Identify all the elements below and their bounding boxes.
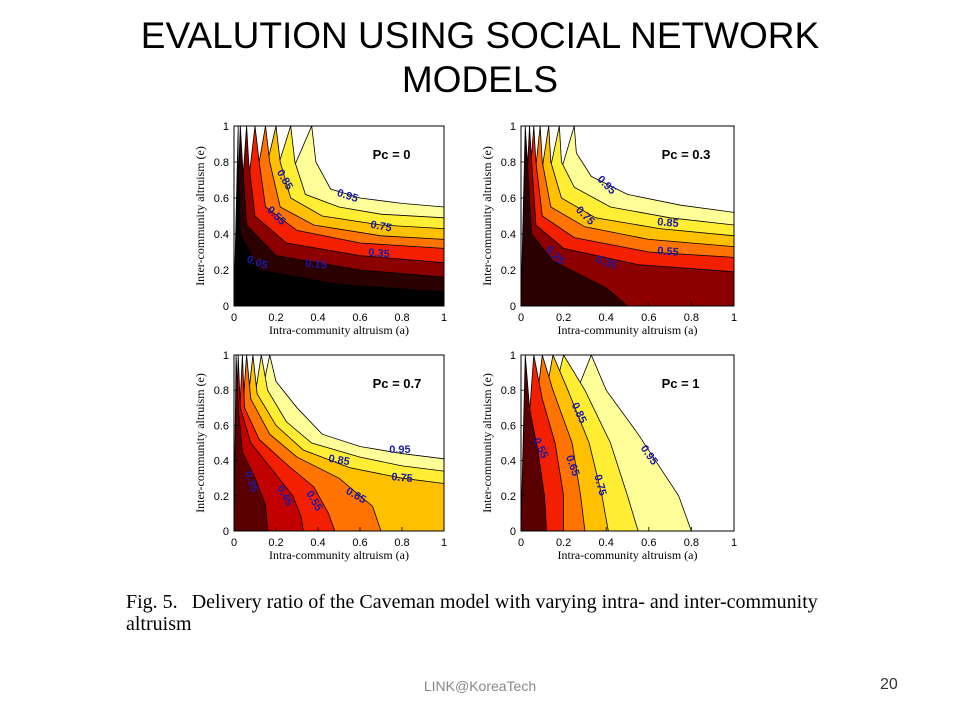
x-tick-label: 0 [231, 312, 237, 324]
x-tick-label: 0.8 [684, 312, 699, 324]
x-tick-label: 0 [518, 312, 524, 324]
contour-label: 0.75 [391, 471, 413, 485]
y-tick-label: 0.2 [501, 265, 516, 277]
contour-region-015 [234, 126, 444, 306]
panel-label: Pc = 0.7 [373, 376, 422, 391]
contour-region-005 [234, 126, 444, 306]
page-number: 20 [880, 676, 898, 693]
y-tick-label: 0.8 [214, 157, 229, 169]
y-tick-label: 0.8 [501, 157, 516, 169]
y-tick-label: 0.4 [501, 229, 516, 241]
contour-region-035 [521, 355, 547, 531]
x-axis-label: Intra-community altruism (a) [558, 323, 698, 337]
figure-caption: Fig. 5. Delivery ratio of the Caveman mod… [126, 591, 826, 635]
figure-caption-label: Fig. 5. [126, 591, 178, 613]
y-axis-label: Inter-community altruism (e) [193, 373, 207, 513]
contour-label: 0.55 [657, 245, 679, 259]
x-tick-label: 0.6 [352, 537, 367, 549]
x-tick-label: 0.2 [556, 312, 571, 324]
y-tick-label: 0.4 [214, 229, 229, 241]
plot-frame [520, 125, 735, 307]
y-axis-label: Inter-community altruism (e) [193, 146, 207, 286]
slide-title: EVALUTION USING SOCIAL NETWORK MODELS [0, 14, 960, 102]
y-tick-label: 0 [510, 301, 516, 313]
x-tick-label: 0.6 [352, 312, 367, 324]
plot-frame [233, 354, 445, 532]
contour-panel-2: 0 0.2 0.4 0.6 0.8 1 0 0.2 0.4 0.6 0.8 1 Intra-commun… [480, 121, 737, 337]
x-tick-label: 1 [731, 312, 737, 324]
footer-text: LINK@KoreaTech [423, 678, 537, 694]
contour-panel-4: 0 0.2 0.4 0.6 0.8 1 0 0.2 0.4 0.6 0.8 1 Intra-commun… [480, 350, 737, 562]
y-tick-label: 0.2 [214, 491, 229, 503]
contour-label: 0.85 [327, 453, 350, 469]
panel-label: Pc = 0.3 [662, 147, 711, 162]
x-tick-label: 0.4 [310, 537, 325, 549]
y-tick-label: 1 [510, 350, 516, 362]
contour-region-025 [521, 126, 629, 306]
x-tick-label: 0.4 [599, 537, 614, 549]
y-tick-label: 0 [510, 526, 516, 538]
contour-label: 0.75 [369, 219, 392, 235]
y-tick-label: 0.4 [214, 456, 229, 468]
y-axis-label: Inter-community altruism (e) [480, 373, 494, 513]
y-tick-label: 0.6 [214, 193, 229, 205]
x-axis-label: Intra-community altruism (a) [269, 548, 409, 562]
contour-label: 0.15 [305, 258, 327, 272]
contour-panel-3: 0 0.2 0.4 0.6 0.8 1 0 0.2 0.4 0.6 0.8 1 Intra-commun… [193, 350, 447, 562]
x-tick-label: 0.6 [641, 537, 656, 549]
y-tick-label: 0.8 [501, 385, 516, 397]
figure-caption-text: Delivery ratio of the Caveman model with… [126, 591, 818, 635]
x-tick-label: 0.4 [599, 312, 614, 324]
contour-panel-1: 0 0.2 0.4 0.6 0.8 1 0 0.2 0.4 0.6 0.8 1 Intra-commun… [193, 121, 447, 337]
panel-label: Pc = 1 [662, 376, 700, 391]
x-axis-label: Intra-community altruism (a) [269, 323, 409, 337]
x-tick-label: 0.8 [684, 537, 699, 549]
contour-label: 0.35 [368, 247, 390, 261]
y-tick-label: 0 [223, 526, 229, 538]
x-tick-label: 0.6 [641, 312, 656, 324]
y-tick-label: 0 [223, 301, 229, 313]
x-tick-label: 0.2 [556, 537, 571, 549]
y-tick-label: 0.2 [501, 491, 516, 503]
x-tick-label: 1 [441, 537, 447, 549]
x-tick-label: 1 [731, 537, 737, 549]
x-tick-label: 0 [231, 537, 237, 549]
x-axis-label: Intra-community altruism (a) [558, 548, 698, 562]
panel-label: Pc = 0 [373, 147, 411, 162]
contour-label: 0.85 [657, 216, 679, 230]
x-tick-label: 0.8 [394, 312, 409, 324]
x-tick-label: 0 [518, 537, 524, 549]
y-tick-label: 0.2 [214, 265, 229, 277]
contour-label: 0.95 [389, 444, 410, 456]
y-tick-label: 0.6 [501, 420, 516, 432]
slide-title-line-1: EVALUTION USING SOCIAL NETWORK [140, 15, 820, 56]
y-tick-label: 0.4 [501, 456, 516, 468]
x-tick-label: 0.8 [394, 537, 409, 549]
y-tick-label: 0.8 [214, 385, 229, 397]
plot-frame [233, 125, 445, 307]
y-tick-label: 1 [223, 121, 229, 133]
x-tick-label: 0.2 [268, 312, 283, 324]
x-tick-label: 1 [441, 312, 447, 324]
y-axis-label: Inter-community altruism (e) [480, 146, 494, 286]
y-tick-label: 1 [510, 121, 516, 133]
x-tick-label: 0.4 [310, 312, 325, 324]
y-tick-label: 0.6 [214, 420, 229, 432]
y-tick-label: 1 [223, 350, 229, 362]
contour-region-035 [521, 126, 734, 306]
slide-title-line-2: MODELS [401, 59, 559, 100]
y-tick-label: 0.6 [501, 193, 516, 205]
contour-label: 0.75 [591, 473, 608, 497]
plot-frame [520, 354, 735, 532]
contour-region-035 [234, 355, 269, 531]
x-tick-label: 0.2 [268, 537, 283, 549]
